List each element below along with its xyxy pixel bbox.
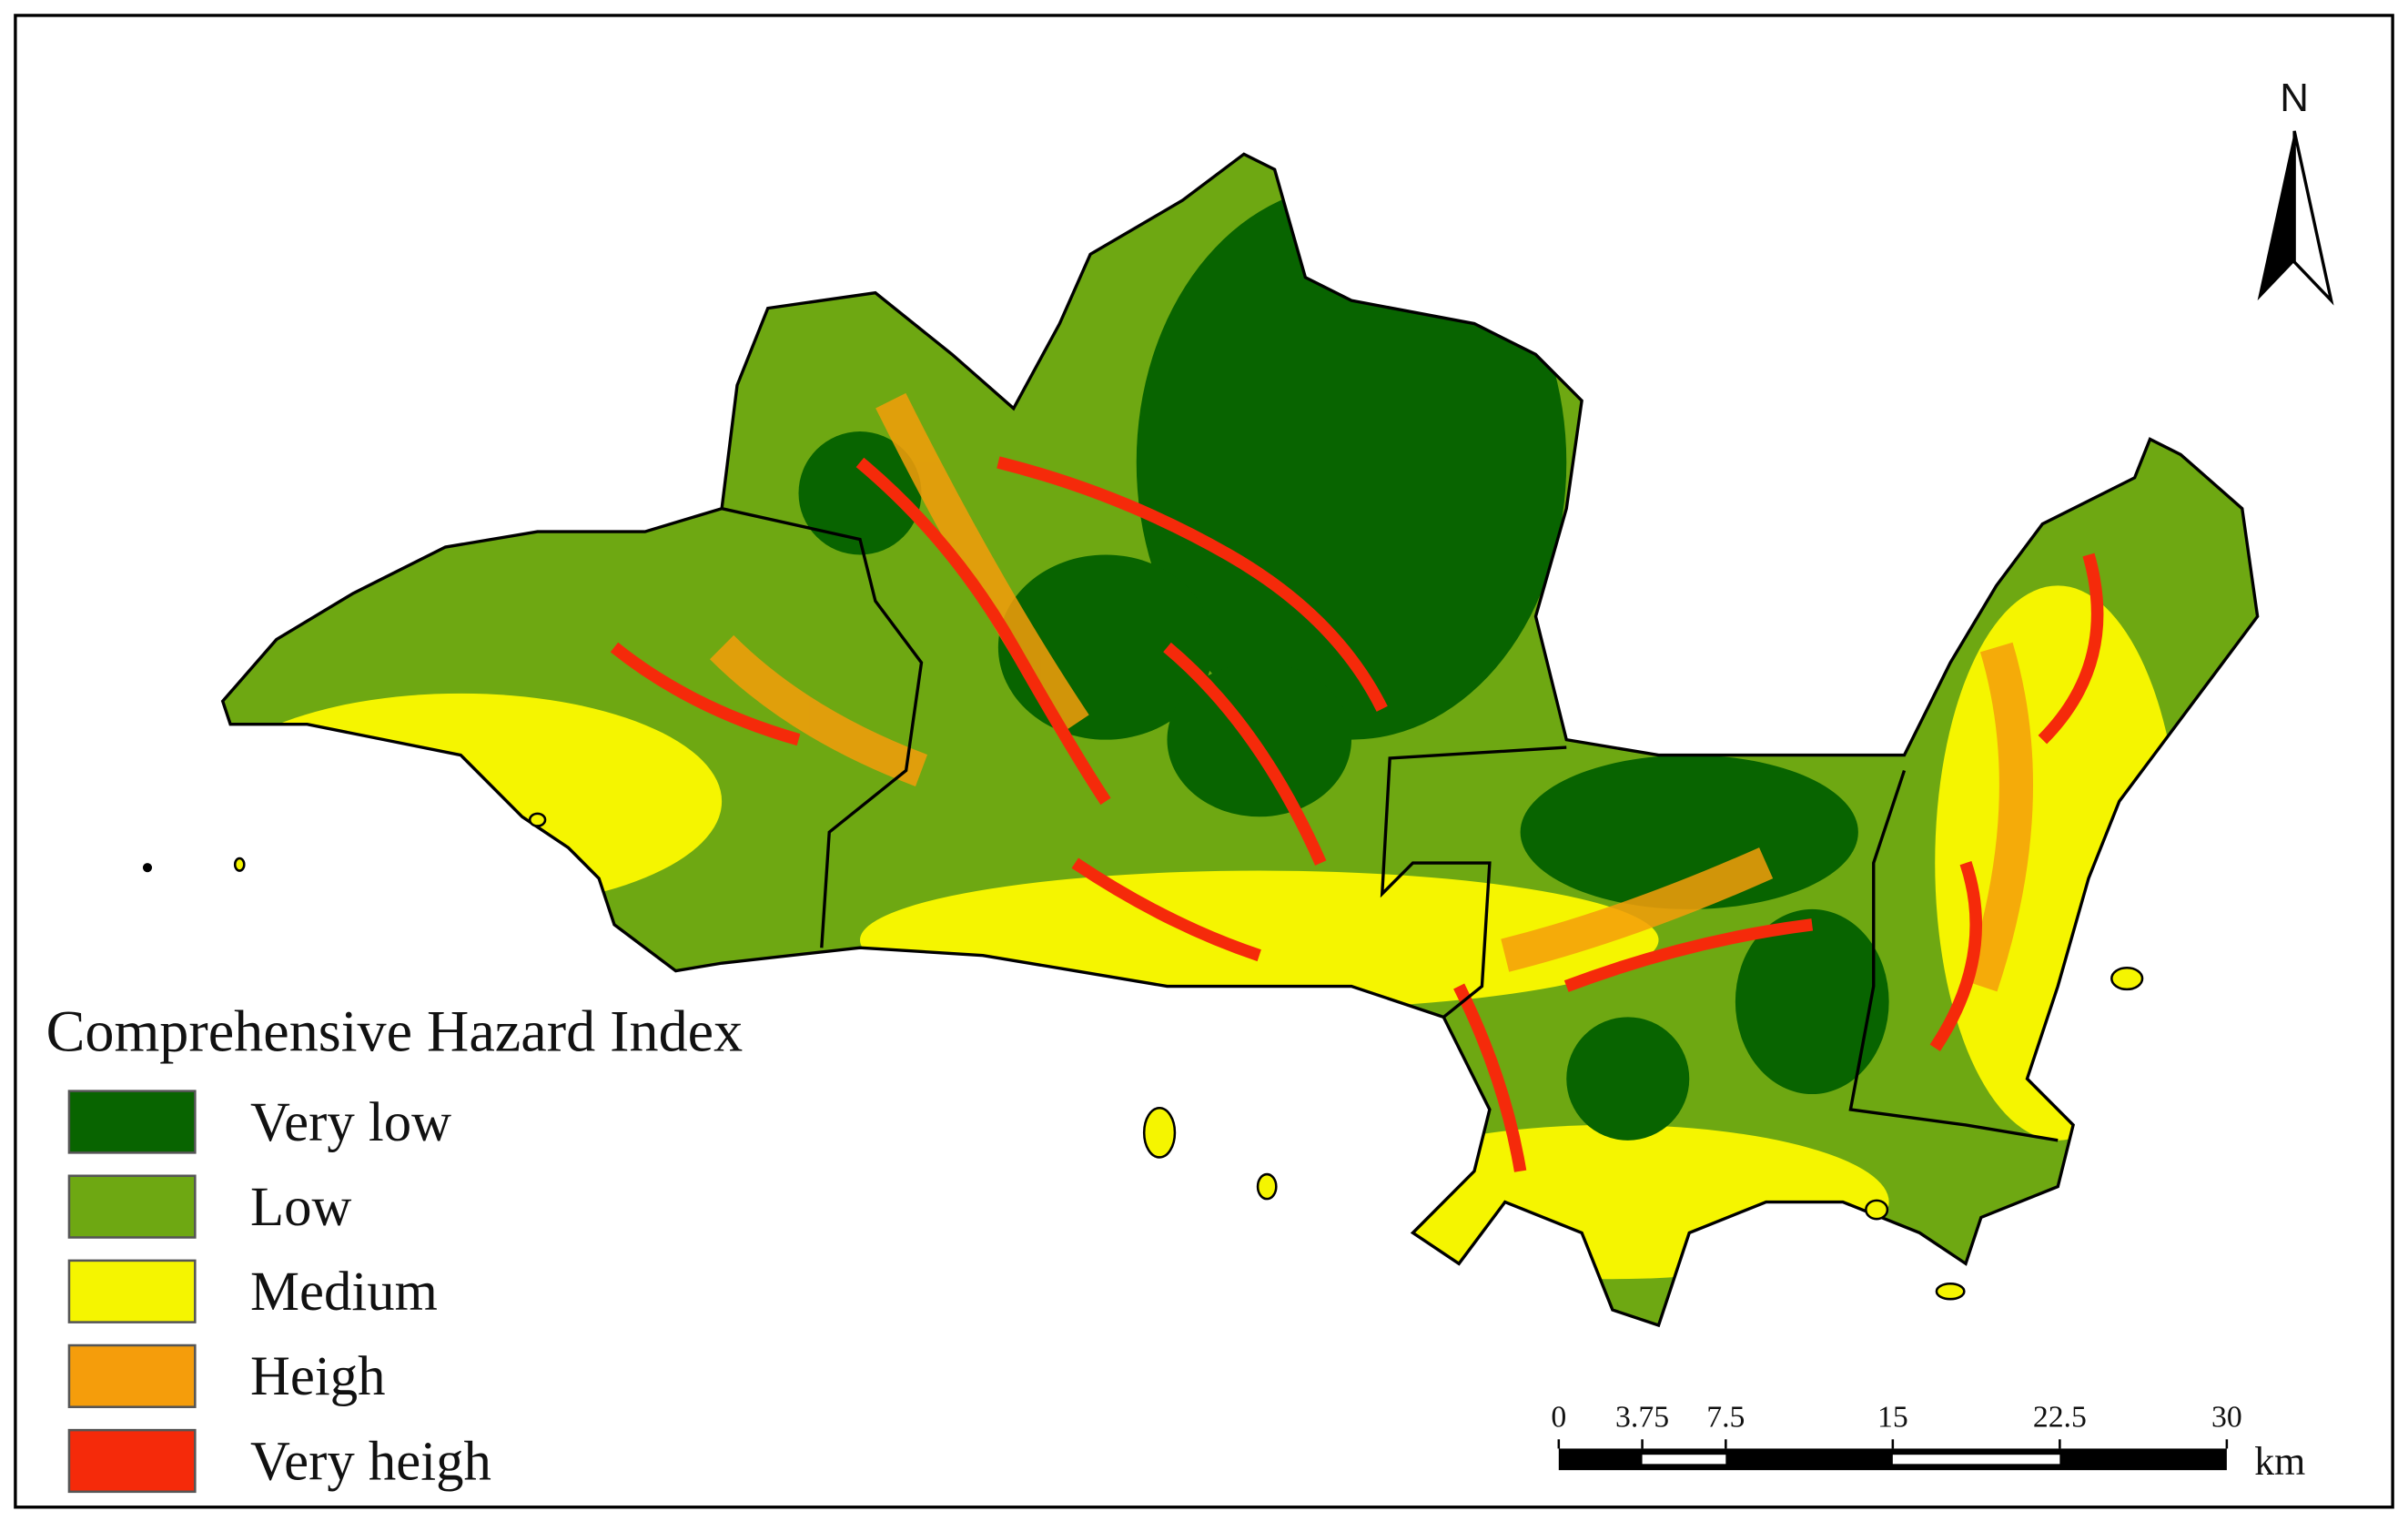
scale-tick-label: 7.5 <box>1706 1401 1745 1435</box>
legend-label: Medium <box>250 1262 438 1323</box>
legend-title: Comprehensive Hazard Index <box>46 999 744 1064</box>
legend-label: Very low <box>250 1092 451 1153</box>
north-arrow: N <box>2257 76 2334 306</box>
legend: Very low Low Medium Heigh Very heigh <box>67 1090 491 1494</box>
hazard-surface <box>222 154 2258 1325</box>
islands <box>233 812 2144 1301</box>
legend-swatch <box>67 1344 197 1408</box>
legend-swatch <box>67 1174 197 1239</box>
scale-tick-label: 30 <box>2211 1401 2242 1435</box>
legend-label: Low <box>250 1177 351 1238</box>
scale-bar: 0 3.75 7.5 15 22.5 30 km <box>1551 1401 2305 1485</box>
legend-label: Heigh <box>250 1346 385 1407</box>
legend-swatch <box>67 1259 197 1323</box>
north-label: N <box>2280 76 2309 120</box>
legend-label: Very heigh <box>250 1431 491 1492</box>
frame <box>14 14 2394 1509</box>
legend-swatch <box>67 1090 197 1154</box>
scale-segment <box>1892 1455 2060 1465</box>
district-boundaries <box>721 507 2059 1142</box>
islet <box>142 863 153 873</box>
coastline <box>220 152 2260 1328</box>
scale-tick-label: 22.5 <box>2033 1401 2087 1435</box>
scale-tick-label: 15 <box>1877 1401 1908 1435</box>
scale-tick-label: 0 <box>1551 1401 1566 1435</box>
scale-tick-label: 3.75 <box>1615 1401 1669 1435</box>
scale-segment <box>1642 1455 1726 1465</box>
scale-unit: km <box>2254 1439 2305 1484</box>
legend-swatch <box>67 1428 197 1494</box>
